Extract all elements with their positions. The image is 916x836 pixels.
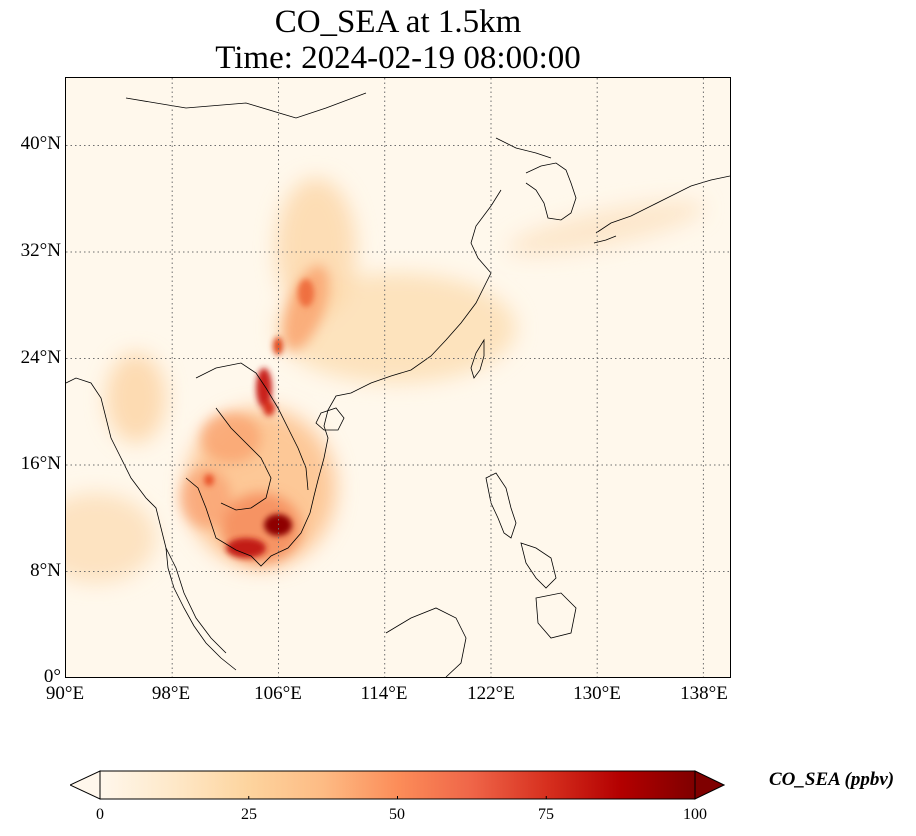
map-panel xyxy=(65,77,731,678)
colorbar-gradient xyxy=(99,770,696,800)
lon-tick-label: 122°E xyxy=(467,683,515,704)
hotspot-guangxi xyxy=(273,337,283,355)
hotspot-laos xyxy=(204,474,214,486)
plume-east-sea xyxy=(508,200,704,256)
lon-tick-label: 98°E xyxy=(151,683,191,704)
plume-bay-bengal xyxy=(66,493,156,583)
coastlines xyxy=(66,92,730,677)
border-korea-north xyxy=(495,137,552,159)
plume-laos xyxy=(201,413,261,463)
lon-tick-label: 106°E xyxy=(254,683,302,704)
plume-guangxi xyxy=(283,265,329,351)
lat-tick-label: 8°N xyxy=(30,560,61,581)
title-line-time: Time: 2024-02-19 08:00:00 xyxy=(215,40,581,76)
coastline-china xyxy=(185,189,502,567)
hotspot-cambodia-south xyxy=(226,538,266,558)
colorbar-extend-max xyxy=(694,770,725,800)
colorbar-tick-label: 25 xyxy=(241,806,257,823)
coastline-visayas xyxy=(520,542,557,589)
lon-tick-label: 130°E xyxy=(573,683,621,704)
coastline-korea xyxy=(525,162,577,221)
title-line-variable: CO_SEA at 1.5km xyxy=(274,4,522,40)
colorbar xyxy=(70,770,725,800)
gridlines xyxy=(66,78,730,677)
lat-tick-label: 32°N xyxy=(20,240,61,261)
colorbar-label: CO_SEA (ppbv) xyxy=(769,769,895,790)
hotspot-guizhou xyxy=(298,279,314,307)
border-indochina xyxy=(195,362,309,511)
coastline-taiwan xyxy=(470,338,485,379)
map-title: CO_SEA at 1.5km Time: 2024-02-19 08:00:0… xyxy=(65,4,731,76)
lat-tick-label: 40°N xyxy=(20,133,61,154)
hotspot-red-river xyxy=(256,368,272,408)
colorbar-tick-label: 100 xyxy=(683,806,707,823)
coastline-malay xyxy=(165,547,227,654)
coastline-hainan xyxy=(315,407,345,431)
lon-tick-label: 114°E xyxy=(360,683,408,704)
coastline-japan-south xyxy=(593,235,617,244)
lon-tick-label: 90°E xyxy=(45,683,85,704)
lon-tick-label: 138°E xyxy=(680,683,728,704)
map-canvas xyxy=(66,78,730,677)
hotspot-north-vietnam xyxy=(263,400,275,416)
coastline-mindanao xyxy=(535,592,577,639)
colorbar-tick-label: 50 xyxy=(389,806,405,823)
plume-myanmar xyxy=(106,353,166,443)
colorbar-tick-label: 0 xyxy=(96,806,104,823)
plume-thailand xyxy=(181,468,231,528)
colorbar-tick-label: 75 xyxy=(538,806,554,823)
concentration-field xyxy=(66,178,704,583)
coastline-bay-bengal xyxy=(66,377,237,671)
lat-tick-label: 16°N xyxy=(20,453,61,474)
coastline-luzon xyxy=(485,472,517,539)
lat-tick-label: 0° xyxy=(43,666,61,687)
coastline-borneo xyxy=(385,607,467,677)
border-north xyxy=(125,92,367,119)
plume-sichuan xyxy=(276,178,356,318)
lat-tick-label: 24°N xyxy=(20,347,61,368)
colorbar-extend-min xyxy=(70,770,101,800)
coastline-japan xyxy=(595,175,730,234)
